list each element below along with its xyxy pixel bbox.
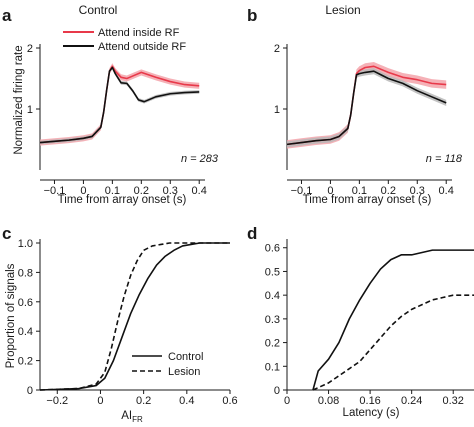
panel-a-title: Control	[79, 3, 118, 17]
panel-c-ylabel: Proportion of signals	[5, 263, 17, 368]
panel-b-xtick-label: 0.3	[410, 185, 425, 197]
panel-a-xtick-label: 0.4	[192, 185, 207, 197]
panel-a-plot: −0.1 0 0.1 0.2 0.3 0.4 1 2	[27, 43, 207, 197]
panel-a-xtick-label: −0.1	[44, 185, 66, 197]
panel-b-xtick-label: 0.4	[439, 185, 454, 197]
panel-c-ytick-label: 0.4	[18, 326, 33, 338]
panel-a-xtick-label: 0.1	[105, 185, 120, 197]
panel-a-series-attend-outside-rf	[39, 66, 200, 144]
panel-a-xlabel: Time from array onset (s)	[58, 194, 187, 206]
plots: −0.1 0 0.1 0.2 0.3 0.412−0.1 0 0.1 0.2 0.3 0.412−0…	[18, 43, 474, 407]
panel-c-xtick-label: 0	[97, 395, 103, 407]
legend-label-attend-inside: Attend inside RF	[98, 27, 180, 39]
panel-c-xlabel: AIFR	[121, 410, 143, 424]
panel-c-plot: −0.2 0 0.2 0.4 0.6 0 0.2 0.4 0.6 0.8 1.0	[18, 238, 238, 407]
panel-c-xtick-label: 0.6	[222, 395, 237, 407]
panel-b-xtick-label: −0.1	[291, 185, 313, 197]
panel-b-band-attend-outside-rf	[287, 68, 447, 148]
panel-b-n-annotation: n = 118	[426, 153, 463, 165]
panel-letter-c: c	[2, 224, 11, 243]
panel-c-series-lesion	[39, 242, 230, 391]
panel-c-ytick-label: 0.2	[18, 356, 33, 368]
panel-d-xtick-label: 0.24	[401, 395, 422, 407]
panel-b-series-attend-outside-rf	[286, 70, 447, 146]
panel-d-ytick-label: 0	[274, 385, 280, 397]
panel-a-ylabel: Normalized firing rate	[13, 45, 25, 154]
panel-d-ytick-label: 0.1	[265, 361, 280, 373]
panel-letter-b: b	[247, 6, 257, 25]
panel-b-ytick-label: 2	[274, 43, 280, 55]
panel-c-xtick-label: 0.4	[179, 395, 194, 407]
panel-d-ytick-label: 0.4	[265, 290, 280, 302]
panel-c-ytick-label: 0.6	[18, 297, 33, 309]
panel-a-ytick-label: 2	[27, 43, 33, 55]
panel-d-xlabel: Latency (s)	[343, 407, 400, 419]
panel-c-legend: Control Lesion	[132, 351, 203, 378]
panel-a-xtick-label: 0.2	[134, 185, 149, 197]
panel-b-xtick-label: 0.2	[381, 185, 396, 197]
panel-c-series-control	[39, 242, 230, 391]
panel-c-ytick-label: 1.0	[18, 238, 33, 250]
panel-b-ytick-label: 1	[274, 104, 280, 116]
panel-d-xtick-label: 0.32	[443, 395, 464, 407]
panel-b-xlabel: Time from array onset (s)	[303, 194, 432, 206]
panel-d-ytick-label: 0.2	[265, 338, 280, 350]
panel-b-xtick-label: 0	[327, 185, 333, 197]
panel-a-ytick-label: 1	[27, 104, 33, 116]
panel-d-xtick-label: 0.08	[318, 395, 339, 407]
panel-c-xtick-label: −0.2	[46, 395, 68, 407]
panel-c-xlabel-sub: FR	[132, 415, 143, 424]
panel-d-plot: 0 0.08 0.16 0.24 0.32 0 0.1 0.2 0.3 0.4 0.5 0.6	[265, 239, 474, 407]
panel-b-xtick-label: 0.1	[352, 185, 367, 197]
panel-a-xtick-label: 0	[80, 185, 86, 197]
legend-label-lesion: Lesion	[168, 366, 200, 378]
panel-c-xtick-label: 0.2	[136, 395, 151, 407]
panel-d-xtick-label: 0	[284, 395, 290, 407]
panel-d-series-lesion	[312, 294, 474, 391]
panel-a-xtick-label: 0.3	[163, 185, 178, 197]
panel-a-n-annotation: n = 283	[181, 153, 219, 165]
panel-c-ytick-label: 0	[27, 385, 33, 397]
panel-b-title: Lesion	[325, 3, 360, 17]
panel-b-plot: −0.1 0 0.1 0.2 0.3 0.4 1 2	[274, 43, 454, 197]
panel-d-ytick-label: 0.3	[265, 314, 280, 326]
panel-letter-d: d	[247, 224, 257, 243]
panel-d-series-control	[312, 249, 474, 391]
panel-d-ytick-label: 0.6	[265, 243, 280, 255]
legend-label-control: Control	[168, 351, 203, 363]
panel-a-legend: Attend inside RF Attend outside RF	[63, 27, 186, 53]
panel-letter-a: a	[2, 6, 12, 25]
panel-c-ytick-label: 0.8	[18, 267, 33, 279]
legend-label-attend-outside: Attend outside RF	[98, 41, 186, 53]
panel-d-ytick-label: 0.5	[265, 266, 280, 278]
panel-c-xlabel-main: AI	[121, 410, 132, 422]
panel-d-xtick-label: 0.16	[359, 395, 380, 407]
